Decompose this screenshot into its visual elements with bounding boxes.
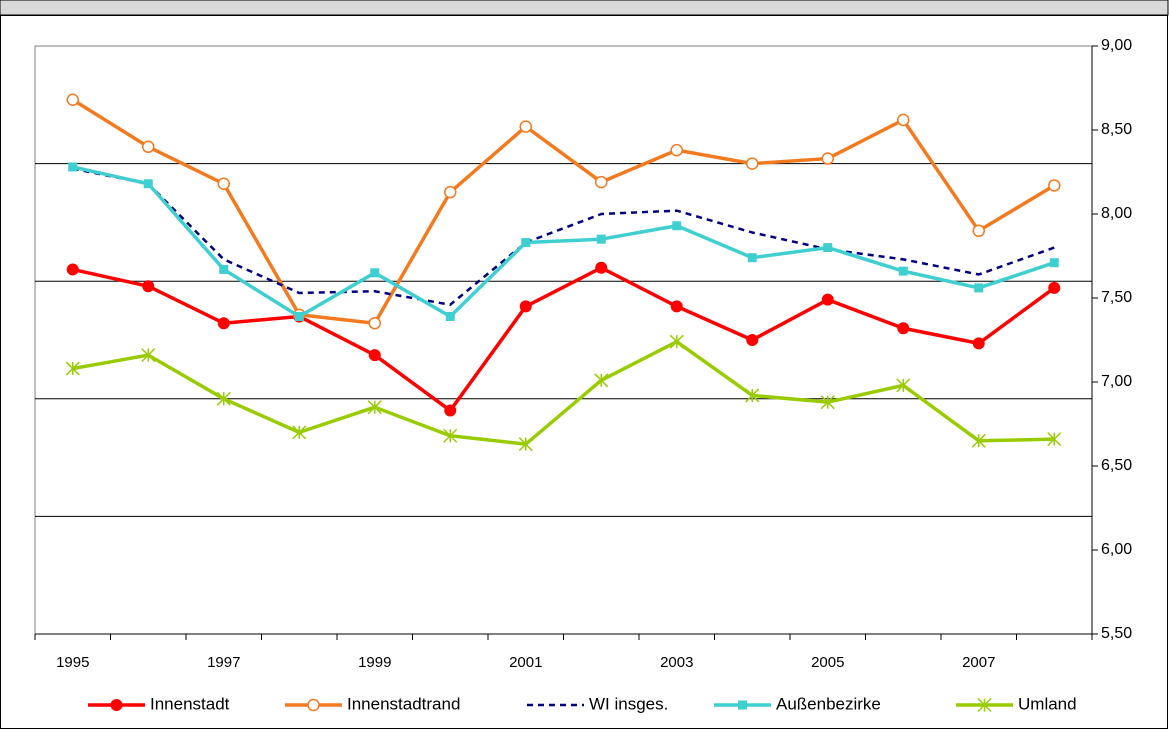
point bbox=[219, 264, 229, 274]
y-tick-label: 7,00 bbox=[1101, 373, 1132, 390]
point bbox=[974, 283, 984, 293]
series-line bbox=[72, 165, 1055, 319]
point bbox=[1047, 432, 1062, 447]
point bbox=[143, 179, 153, 189]
legend-marker bbox=[977, 697, 992, 713]
point bbox=[292, 425, 307, 440]
point bbox=[897, 322, 910, 335]
chart-frame bbox=[0, 15, 1168, 729]
series-line bbox=[72, 167, 1055, 306]
point bbox=[519, 120, 532, 133]
legend-label: Innenstadt bbox=[150, 694, 230, 713]
point bbox=[68, 162, 78, 172]
point bbox=[669, 334, 684, 349]
y-tick-label: 7,50 bbox=[1101, 289, 1132, 306]
point bbox=[65, 361, 80, 376]
point bbox=[444, 185, 457, 199]
point bbox=[368, 316, 381, 330]
point bbox=[746, 334, 759, 346]
y-tick-label: 8,00 bbox=[1101, 205, 1132, 222]
series-line bbox=[71, 98, 1056, 325]
y-tick-label: 9,00 bbox=[1101, 37, 1132, 54]
point bbox=[519, 300, 532, 313]
point bbox=[367, 400, 382, 415]
x-tick-label: 1997 bbox=[207, 654, 240, 671]
point bbox=[670, 143, 683, 157]
point bbox=[294, 311, 304, 321]
point bbox=[972, 337, 985, 350]
point bbox=[370, 268, 380, 278]
point bbox=[142, 280, 155, 293]
point bbox=[445, 311, 455, 321]
point bbox=[518, 437, 533, 452]
x-tick-label: 2001 bbox=[509, 654, 542, 671]
y-tick-label: 6,50 bbox=[1101, 457, 1132, 474]
point bbox=[444, 404, 457, 417]
point bbox=[972, 224, 985, 238]
point bbox=[745, 388, 760, 403]
point bbox=[594, 373, 609, 388]
legend-marker bbox=[738, 700, 747, 710]
y-tick-label: 6,00 bbox=[1101, 541, 1132, 558]
point bbox=[896, 378, 911, 393]
series-line bbox=[72, 339, 1055, 446]
legend-marker bbox=[110, 699, 123, 711]
point bbox=[1049, 258, 1059, 268]
point bbox=[595, 175, 608, 189]
point bbox=[897, 113, 910, 127]
series-line bbox=[72, 266, 1056, 413]
point bbox=[821, 152, 834, 165]
point bbox=[368, 349, 381, 362]
point bbox=[820, 395, 835, 410]
point bbox=[821, 293, 834, 306]
legend-label: Umland bbox=[1018, 694, 1077, 713]
point bbox=[971, 433, 986, 448]
point bbox=[217, 177, 230, 191]
legend-label: Innenstadtrand bbox=[347, 694, 460, 713]
point bbox=[670, 300, 683, 313]
x-tick-label: 2007 bbox=[962, 654, 995, 671]
legend-label: WI insges. bbox=[589, 694, 668, 713]
point bbox=[521, 238, 531, 248]
point bbox=[1048, 281, 1061, 294]
point bbox=[217, 317, 230, 330]
point bbox=[595, 261, 608, 274]
y-tick-label: 5,50 bbox=[1101, 625, 1132, 642]
point bbox=[216, 391, 231, 406]
top-strip bbox=[0, 0, 1169, 16]
legend-marker bbox=[307, 698, 320, 712]
point bbox=[66, 93, 79, 107]
x-tick-label: 1995 bbox=[56, 654, 89, 671]
legend-label: Außenbezirke bbox=[776, 694, 881, 713]
x-tick-label: 2005 bbox=[811, 654, 844, 671]
point bbox=[141, 348, 156, 363]
point bbox=[596, 234, 606, 244]
point bbox=[747, 253, 757, 263]
point bbox=[672, 221, 682, 231]
point bbox=[66, 263, 79, 276]
y-tick-label: 8,50 bbox=[1101, 121, 1132, 138]
point bbox=[898, 266, 908, 276]
x-tick-label: 1999 bbox=[358, 654, 391, 671]
point bbox=[443, 428, 458, 443]
point bbox=[142, 140, 155, 154]
point bbox=[1048, 179, 1061, 192]
point bbox=[746, 157, 759, 170]
x-tick-label: 2003 bbox=[660, 654, 693, 671]
point bbox=[823, 243, 833, 253]
